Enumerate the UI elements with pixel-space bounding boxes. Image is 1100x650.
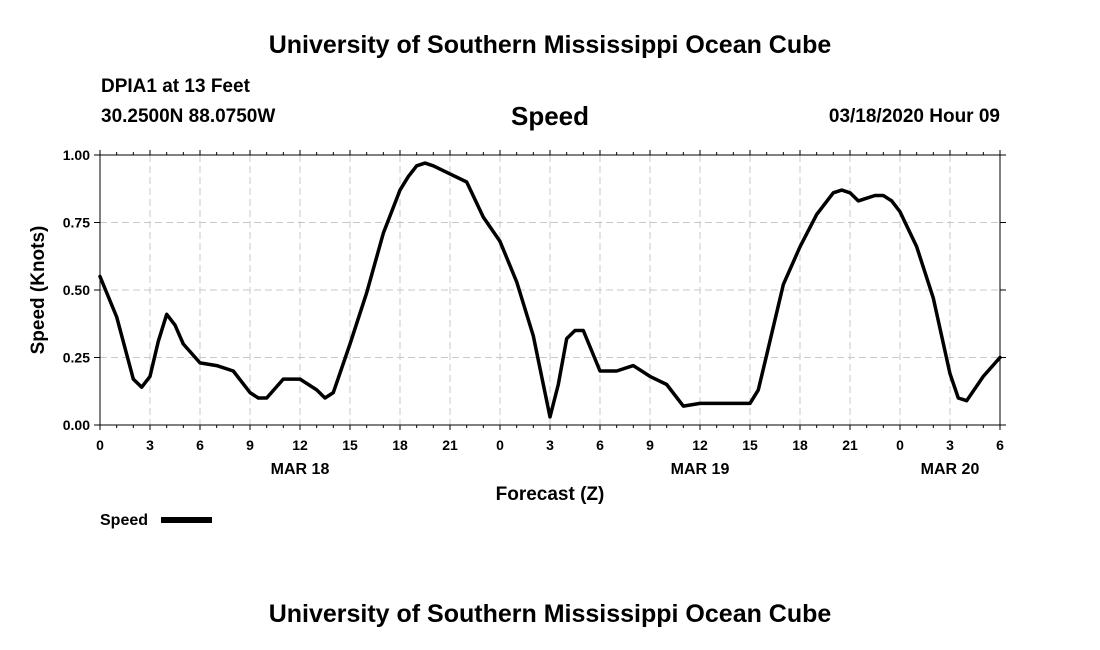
forecast-datetime: 03/18/2020 Hour 09	[828, 106, 1000, 127]
x-tick-label: 21	[442, 437, 458, 453]
date-label: MAR 20	[921, 461, 980, 478]
x-tick-label: 3	[546, 437, 554, 453]
x-tick-label: 0	[496, 437, 504, 453]
x-tick-label: 9	[246, 437, 254, 453]
y-tick-label: 0.50	[63, 282, 90, 298]
x-tick-label: 0	[896, 437, 904, 453]
chart-grid	[100, 155, 1000, 425]
x-tick-label: 21	[842, 437, 858, 453]
x-axis-label: Forecast (Z)	[496, 484, 605, 505]
x-tick-label: 3	[146, 437, 154, 453]
x-tick-label: 15	[742, 437, 758, 453]
station-label: DPIA1 at 13 Feet	[101, 76, 250, 97]
page-title: University of Southern Mississippi Ocean…	[268, 31, 832, 59]
x-tick-label: 12	[692, 437, 708, 453]
date-label: MAR 18	[271, 461, 330, 478]
chart-series	[98, 161, 1002, 419]
chart-title: Speed	[510, 101, 590, 131]
x-tick-label: 3	[946, 437, 954, 453]
series-line-speed	[98, 161, 1002, 419]
y-tick-label: 0.00	[63, 417, 90, 433]
x-tick-label: 6	[596, 437, 604, 453]
x-tick-label: 6	[996, 437, 1004, 453]
x-tick-label: 9	[646, 437, 654, 453]
station-coordinates: 30.2500N 88.0750W	[101, 106, 276, 127]
x-tick-label: 15	[342, 437, 358, 453]
x-tick-label: 0	[96, 437, 104, 453]
y-tick-label: 0.75	[63, 215, 90, 231]
y-tick-label: 1.00	[63, 147, 90, 163]
date-label: MAR 19	[671, 461, 730, 478]
footer-title: University of Southern Mississippi Ocean…	[268, 600, 832, 628]
y-tick-label: 0.25	[63, 350, 90, 366]
chart-axes: 0 3 6 9 12 15 18 21 0 3 6 9 12 15 18 21 0 3 6 0.00 0.25 0.50 0…	[63, 147, 1006, 478]
x-tick-label: 6	[196, 437, 204, 453]
chart-legend: Speed	[100, 512, 212, 529]
x-tick-label: 18	[392, 437, 408, 453]
x-tick-label: 18	[792, 437, 808, 453]
y-axis-label: Speed (Knots)	[28, 226, 49, 355]
legend-label: Speed	[100, 512, 148, 529]
x-tick-label: 12	[292, 437, 308, 453]
plot-frame	[99, 154, 1001, 426]
